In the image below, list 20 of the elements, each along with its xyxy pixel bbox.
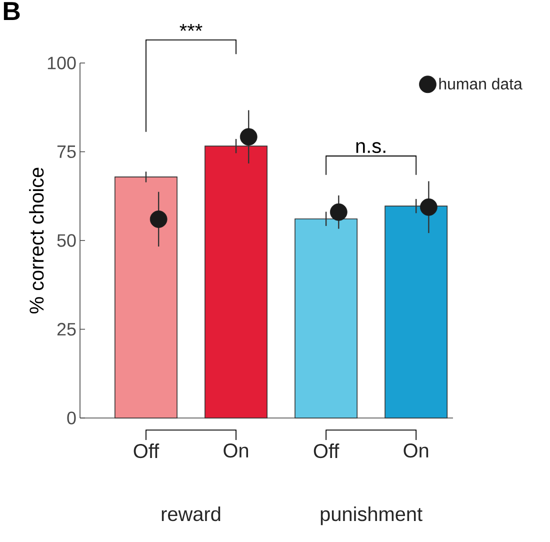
- point: [240, 128, 258, 146]
- annotation: n.s.: [356, 142, 386, 154]
- x-tick-label: Off: [314, 444, 340, 458]
- x-tick-label: On: [224, 444, 248, 458]
- y-tick-label: 0: [67, 412, 76, 424]
- y-tick-label: 50: [57, 234, 76, 247]
- y-tick-label: 25: [57, 322, 76, 336]
- text: punishment: [320, 506, 422, 526]
- point: [330, 203, 348, 221]
- y-axis-title: % correct choice: [29, 168, 44, 314]
- legend-label: human data: [439, 78, 522, 90]
- point: [420, 198, 438, 216]
- x-tick-label: Off: [134, 444, 160, 458]
- text: reward: [162, 506, 220, 522]
- point: [150, 210, 168, 228]
- y-tick-label: 100: [48, 56, 76, 70]
- text: B: [4, 2, 20, 20]
- y-tick-label: 75: [57, 145, 76, 158]
- x-tick-label: On: [404, 444, 428, 458]
- text: ***: [180, 24, 202, 31]
